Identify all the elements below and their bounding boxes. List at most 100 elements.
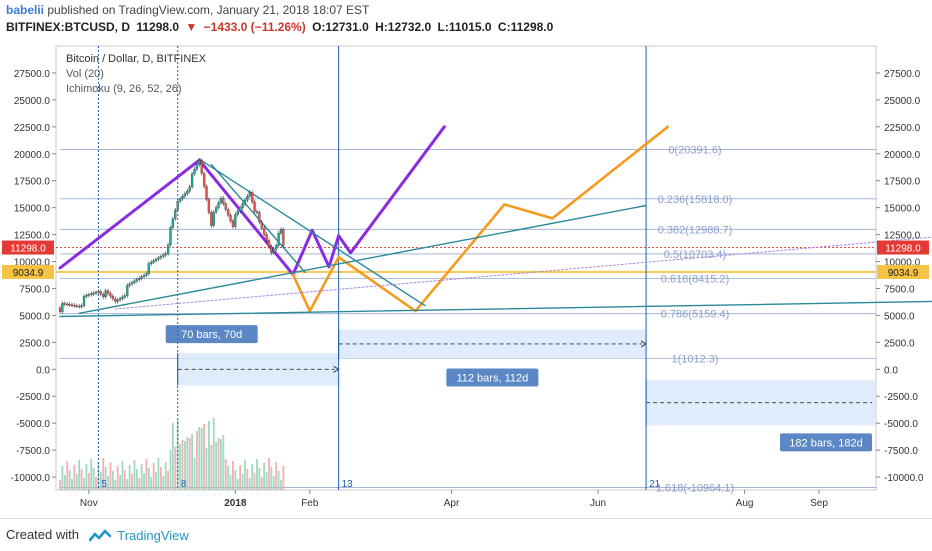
fib-levels: 0(20391.6) 0.236(15818.0) 0.382(12988.7) 0.… bbox=[56, 145, 876, 494]
volume-bar bbox=[138, 478, 141, 490]
x-tick-label: 2018 bbox=[224, 498, 247, 509]
teal-drawing-line bbox=[59, 300, 932, 318]
candle-body bbox=[198, 160, 201, 165]
y-tick-label-left: 20000.0 bbox=[14, 150, 51, 161]
candle-body bbox=[174, 209, 177, 219]
volume-bar bbox=[217, 438, 220, 490]
volume-bar bbox=[203, 424, 206, 490]
volume-bar bbox=[164, 462, 167, 490]
author-name[interactable]: babelii bbox=[6, 3, 45, 17]
volume-bar bbox=[111, 471, 114, 490]
volume-bar bbox=[128, 465, 131, 490]
candle-body bbox=[154, 259, 158, 261]
candle-body bbox=[258, 212, 261, 223]
candle-body bbox=[90, 293, 93, 295]
candle-body bbox=[121, 296, 124, 299]
volume-bar bbox=[171, 423, 174, 490]
candle-body bbox=[135, 279, 139, 282]
x-tick-label: Aug bbox=[736, 498, 754, 509]
y-tick-label-left: -7500.0 bbox=[16, 446, 50, 457]
fib-label: 0.236(15818.0) bbox=[658, 194, 733, 206]
volume-bar bbox=[167, 471, 169, 490]
chart-area[interactable]: 0(20391.6) 0.236(15818.0) 0.382(12988.7) 0.… bbox=[0, 38, 932, 518]
volume-bar bbox=[123, 470, 126, 490]
fib-label: 1(1012.3) bbox=[671, 353, 718, 365]
y-tick-label-left: 25000.0 bbox=[14, 96, 51, 107]
candle-body bbox=[147, 263, 151, 274]
candle-body bbox=[157, 257, 160, 260]
volume-bar bbox=[85, 464, 88, 490]
price-chart[interactable]: 0(20391.6) 0.236(15818.0) 0.382(12988.7) 0.… bbox=[0, 38, 932, 518]
volume-bar bbox=[121, 461, 124, 490]
volume-bar bbox=[59, 480, 61, 490]
volume-bar bbox=[152, 463, 155, 490]
y-tick-label-left: 15000.0 bbox=[14, 204, 51, 215]
volume-bar bbox=[212, 418, 215, 490]
high-value: H:12732.0 bbox=[375, 20, 432, 34]
brand-name[interactable]: TradingView bbox=[117, 528, 189, 544]
candle-body bbox=[231, 220, 235, 227]
volume-bar bbox=[66, 461, 69, 490]
last-price: 11298.0 bbox=[136, 20, 180, 34]
y-tick-label-left: 10000.0 bbox=[14, 258, 51, 269]
volume-bars bbox=[59, 418, 285, 490]
y-tick-label-left: 17500.0 bbox=[14, 177, 51, 188]
ichimoku-indicator-label: Ichimoku (9, 26, 52, 26) bbox=[66, 83, 182, 95]
volume-bar bbox=[179, 444, 181, 490]
x-tick-label: Apr bbox=[444, 498, 460, 509]
x-tick-label: Sep bbox=[810, 498, 828, 509]
candle-body bbox=[190, 173, 194, 187]
candle-body bbox=[272, 248, 275, 253]
volume-bar bbox=[169, 450, 172, 490]
candle-body bbox=[85, 295, 88, 297]
volume-bar bbox=[263, 463, 266, 490]
fib-label: 0.382(12988.7) bbox=[658, 224, 733, 236]
candle-body bbox=[171, 218, 175, 228]
price-change: −1433.0 (−11.26%) bbox=[203, 20, 306, 34]
y-tick-label-left: 22500.0 bbox=[14, 123, 51, 134]
volume-bar bbox=[253, 473, 256, 490]
volume-bar bbox=[145, 459, 148, 490]
x-tick-label: Feb bbox=[301, 498, 319, 509]
candle-body bbox=[118, 298, 122, 301]
candle-body bbox=[202, 173, 206, 187]
volume-bar bbox=[208, 421, 210, 490]
publish-text: published on TradingView.com, January 21… bbox=[47, 3, 370, 17]
symbol-label[interactable]: BITFINEX:BTCUSD, D bbox=[6, 20, 130, 34]
candle-body bbox=[128, 283, 131, 286]
y-tick-label-right: 17500.0 bbox=[884, 177, 921, 188]
volume-bar bbox=[157, 458, 160, 490]
volume-bar bbox=[126, 479, 129, 490]
candle-body bbox=[181, 196, 184, 199]
volume-bar bbox=[131, 474, 133, 490]
open-value: O:12731.0 bbox=[312, 20, 369, 34]
candle-body bbox=[162, 254, 165, 257]
volume-bar bbox=[75, 474, 78, 490]
candle-body bbox=[265, 234, 268, 241]
volume-bar bbox=[184, 441, 186, 490]
axes: 27500.0 27500.0 25000.0 25000.0 22500.0 22500… bbox=[2, 69, 929, 509]
teal-drawing-line bbox=[78, 204, 647, 314]
measure-label: 112 bars, 112d bbox=[456, 373, 528, 385]
volume-bar bbox=[116, 466, 119, 490]
candle-body bbox=[130, 282, 134, 285]
candle-body bbox=[70, 304, 74, 306]
price-tag-right-label: 11298.0 bbox=[885, 244, 921, 255]
candle-body bbox=[188, 186, 191, 192]
candle-body bbox=[270, 246, 273, 253]
candle-body bbox=[248, 192, 251, 197]
chart-header: babelii published on TradingView.com, Ja… bbox=[0, 0, 932, 38]
vol-indicator-label: Vol (20) bbox=[66, 68, 104, 80]
volume-bar bbox=[90, 459, 93, 490]
volume-bar bbox=[236, 479, 239, 490]
volume-bar bbox=[239, 465, 242, 490]
candle-body bbox=[75, 305, 78, 307]
candle-body bbox=[251, 192, 254, 203]
y-tick-label-right: 20000.0 bbox=[884, 150, 921, 161]
candle-body bbox=[152, 260, 155, 263]
candle-body bbox=[123, 295, 127, 298]
vertical-marker-label: 8 bbox=[181, 479, 187, 490]
chart-title: Bitcoin / Dollar, D, BITFINEX bbox=[66, 53, 207, 65]
volume-bar bbox=[241, 474, 244, 490]
candle-body bbox=[102, 294, 105, 297]
